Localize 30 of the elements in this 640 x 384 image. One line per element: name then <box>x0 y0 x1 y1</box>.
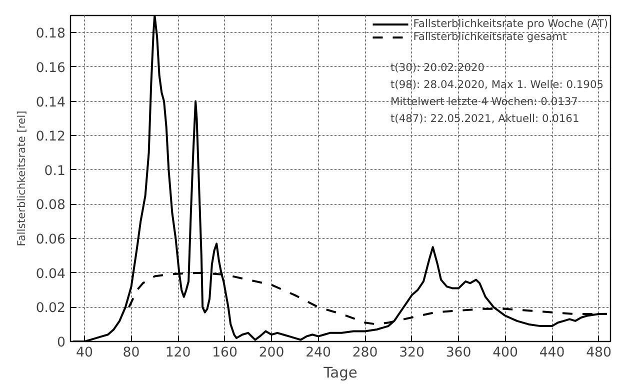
x-tick-label: 40 <box>76 346 94 360</box>
y-tick-label: 0.14 <box>36 95 66 110</box>
x-tick-label: 200 <box>258 346 284 360</box>
x-tick-label: 120 <box>165 346 191 360</box>
y-tick-label: 0.16 <box>36 60 66 76</box>
y-tick-label: 0.08 <box>36 198 66 214</box>
x-tick-label: 440 <box>539 346 565 360</box>
y-tick-label: 0.04 <box>36 266 66 282</box>
annotation: Mittelwert letzte 4 Wochen: 0.0137 <box>390 95 578 108</box>
x-tick-label: 320 <box>399 346 425 360</box>
y-tick-label: 0.06 <box>36 232 66 248</box>
x-tick-label: 80 <box>122 346 140 360</box>
y-tick-label: 0 <box>57 336 66 350</box>
annotation: t(30): 20.02.2020 <box>390 61 485 74</box>
x-axis-title: Tage <box>322 364 358 382</box>
x-tick-label: 280 <box>352 346 378 360</box>
y-tick-label: 0.02 <box>36 301 66 316</box>
legend-label: Fallsterblichkeitsrate gesamt <box>413 30 567 43</box>
y-tick-label: 0.18 <box>36 26 66 42</box>
legend-label: Fallsterblichkeitsrate pro Woche (AT) <box>413 17 608 30</box>
annotation: t(98): 28.04.2020, Max 1. Welle: 0.1905 <box>390 78 604 91</box>
annotation: t(487): 22.05.2021, Aktuell: 0.0161 <box>390 112 580 125</box>
x-tick-label: 160 <box>212 346 238 360</box>
x-tick-label: 400 <box>492 346 518 360</box>
x-tick-label: 360 <box>446 346 472 360</box>
x-tick-label: 480 <box>586 346 612 360</box>
y-tick-label: 0.1 <box>44 164 66 179</box>
x-tick-label: 240 <box>306 346 332 360</box>
y-axis-title: Fallsterblichkeitsrate [rel] <box>14 110 28 246</box>
y-tick-label: 0.12 <box>36 130 66 145</box>
